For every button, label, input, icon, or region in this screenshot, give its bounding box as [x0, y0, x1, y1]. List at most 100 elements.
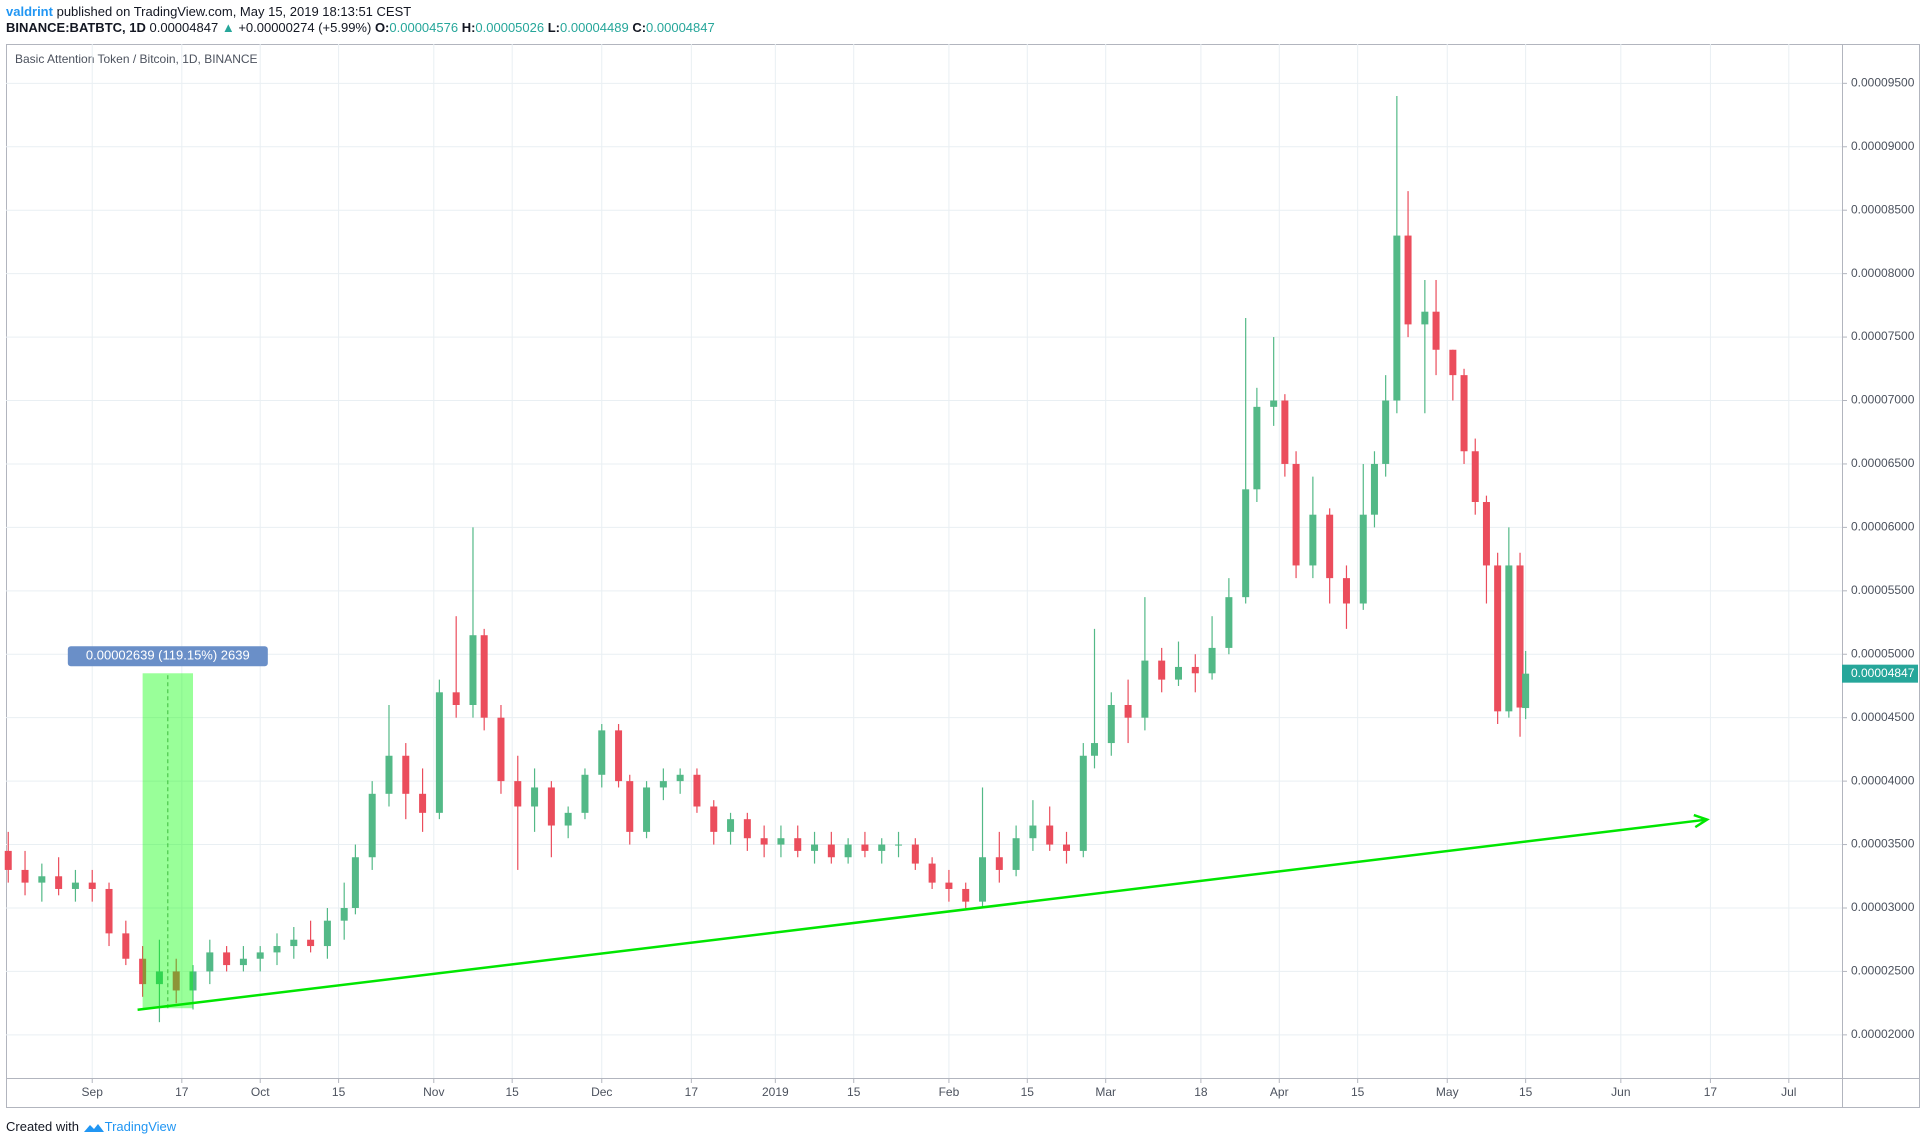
- ohlc-value: 0.00004576: [389, 20, 459, 35]
- candle-body: [564, 812, 572, 826]
- last: 0.00004847: [149, 20, 219, 35]
- candle-body: [1421, 311, 1429, 325]
- candle-body: [1292, 463, 1300, 566]
- candle-body: [323, 920, 331, 947]
- candle-body: [435, 692, 443, 813]
- candle-body: [777, 838, 785, 845]
- y-tick-label: 0.00006000: [1851, 520, 1915, 534]
- y-tick-label: 0.00007000: [1851, 393, 1915, 407]
- candle-body: [1482, 502, 1490, 566]
- candle-body: [514, 781, 522, 807]
- candle-body: [189, 971, 197, 991]
- candle-body: [531, 787, 539, 807]
- candle-body: [1046, 825, 1054, 845]
- candle-body: [368, 793, 376, 858]
- candle-body: [895, 844, 903, 846]
- candle-body: [844, 844, 852, 858]
- candle-body: [1281, 400, 1289, 464]
- x-tick-label: 17: [175, 1085, 189, 1099]
- candle-body: [945, 882, 953, 889]
- candle-body: [256, 952, 264, 959]
- candle-body: [1174, 666, 1182, 680]
- candle-body: [71, 882, 79, 889]
- candle-body: [827, 844, 835, 858]
- candle-body: [351, 857, 359, 908]
- y-tick-label: 0.00003000: [1851, 900, 1915, 914]
- candle-body: [1079, 755, 1087, 851]
- candle-body: [760, 838, 768, 845]
- change: +0.00000274 (+5.99%): [238, 20, 372, 35]
- measure-label: 0.00002639 (119.15%) 2639: [86, 648, 250, 663]
- candle-body: [1393, 235, 1401, 401]
- x-tick-label: Apr: [1270, 1085, 1289, 1099]
- symbol-line: BINANCE:BATBTC, 1D 0.00004847 ▲ +0.00000…: [6, 20, 715, 35]
- candle-body: [710, 806, 718, 832]
- y-tick-label: 0.00004500: [1851, 710, 1915, 724]
- candle-body: [1516, 565, 1524, 708]
- x-tick-label: Dec: [591, 1085, 612, 1099]
- ohlc-value: 0.00004847: [646, 20, 715, 35]
- ohlc: O:0.00004576 H:0.00005026 L:0.00004489 C…: [375, 20, 715, 35]
- candle-body: [1225, 597, 1233, 648]
- x-tick-label: 17: [685, 1085, 699, 1099]
- footer: Created with TradingView: [6, 1119, 176, 1134]
- ohlc-value: 0.00005026: [475, 20, 545, 35]
- candle-body: [1063, 844, 1071, 851]
- candle-body: [385, 755, 393, 794]
- candle-body: [497, 717, 505, 782]
- candle-body: [290, 939, 298, 947]
- candle-body: [1404, 235, 1412, 325]
- author[interactable]: valdrint: [6, 4, 53, 19]
- candle-body: [1449, 349, 1457, 376]
- ohlc-label: H:: [461, 20, 476, 35]
- candle-body: [1494, 565, 1502, 712]
- ohlc-value: 0.00004489: [560, 20, 629, 35]
- y-tick-label: 0.00003500: [1851, 837, 1915, 851]
- candle-body: [469, 635, 477, 705]
- candle-body: [911, 844, 919, 864]
- arrow: ▲: [221, 20, 235, 35]
- ohlc-label: L:: [547, 20, 561, 35]
- footer-text: Created with: [6, 1119, 79, 1134]
- x-tick-label: 15: [1021, 1085, 1035, 1099]
- candle-body: [122, 933, 130, 959]
- y-tick-label: 0.00009500: [1851, 76, 1915, 90]
- y-tick-label: 0.00004000: [1851, 773, 1915, 787]
- x-tick-label: Sep: [82, 1085, 104, 1099]
- candle-body: [995, 857, 1003, 870]
- candle-body: [1326, 514, 1334, 579]
- candle-body: [547, 787, 555, 826]
- candle-body: [1382, 400, 1390, 464]
- symbol: BINANCE:BATBTC, 1D: [6, 20, 146, 35]
- candle-body: [1107, 704, 1115, 744]
- footer-brand[interactable]: TradingView: [104, 1119, 177, 1134]
- candle-body: [861, 844, 869, 851]
- candle-body: [105, 888, 113, 934]
- y-tick-label: 0.00006500: [1851, 456, 1915, 470]
- x-tick-label: 15: [332, 1085, 346, 1099]
- candle-body: [1342, 578, 1350, 604]
- candle-body: [4, 850, 12, 870]
- ohlc-label: O:: [374, 20, 390, 35]
- candle-body: [239, 958, 247, 966]
- candle-body: [693, 774, 701, 807]
- x-tick-label: 15: [1519, 1085, 1533, 1099]
- candle-body: [659, 781, 667, 788]
- candle-body: [811, 844, 819, 851]
- candle-body: [615, 730, 623, 782]
- measure-box: [142, 673, 194, 1009]
- candle-body: [419, 793, 427, 813]
- candle-body: [727, 819, 735, 832]
- published: published on TradingView.com, May 15, 20…: [56, 4, 412, 19]
- candle-body: [1029, 825, 1037, 839]
- price-tag: [1842, 664, 1918, 683]
- candle-body: [794, 838, 802, 851]
- candle-body: [1359, 514, 1367, 604]
- x-tick-label: Feb: [939, 1085, 960, 1099]
- candle-body: [676, 774, 684, 782]
- candle-body: [743, 819, 751, 839]
- candle-body: [1158, 660, 1166, 680]
- candle-body: [21, 869, 29, 883]
- candle-body: [273, 946, 281, 953]
